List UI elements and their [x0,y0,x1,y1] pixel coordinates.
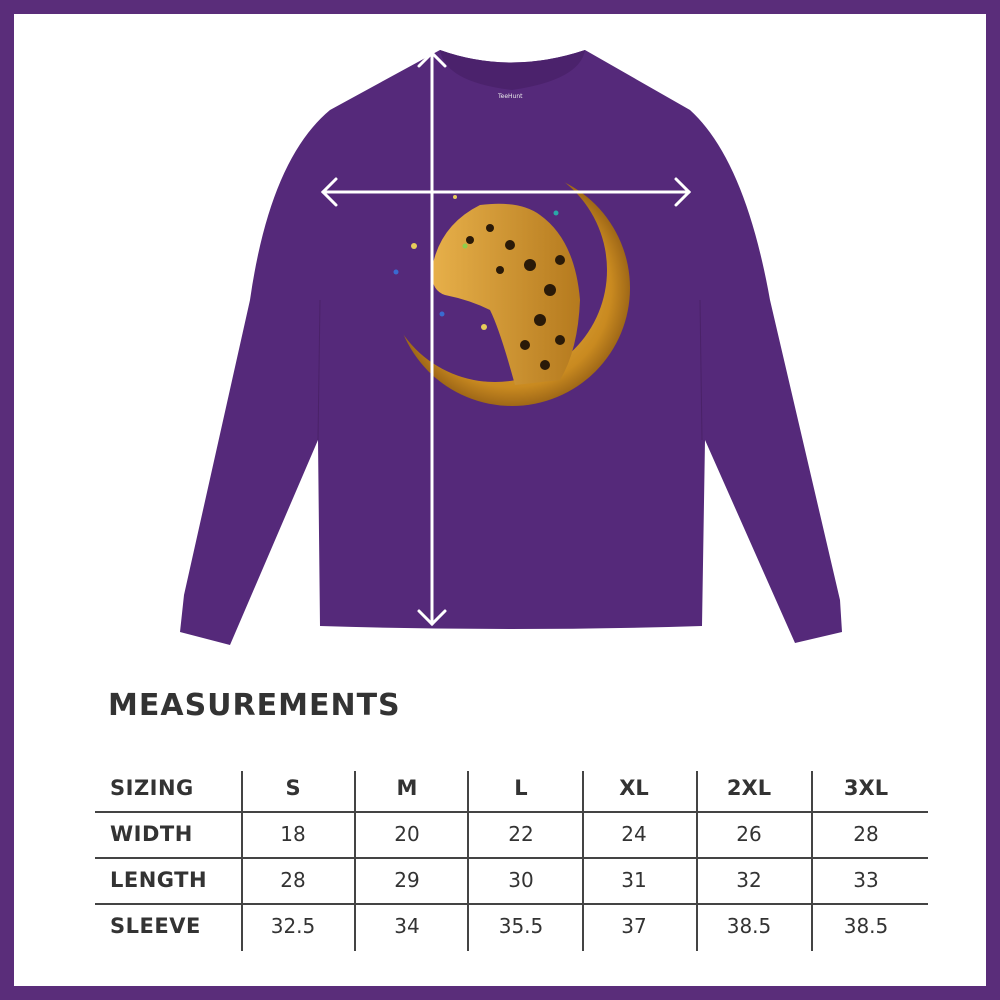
shirt-brand-label: TeeHunt [498,93,523,100]
table-cell: 30 [508,868,534,892]
table-cell: 38.5 [843,914,889,938]
column-divider [467,771,469,951]
header-label: SIZING [110,776,194,800]
row-label: LENGTH [110,868,208,892]
column-divider [241,771,243,951]
size-header: S [285,776,301,800]
table-cell: 18 [280,822,306,846]
measurements-title: MEASUREMENTS [108,688,401,723]
table-cell: 29 [394,868,420,892]
table-cell: 32.5 [270,914,316,938]
size-header: M [396,776,418,800]
row-label: WIDTH [110,822,193,846]
size-header: XL [619,776,649,800]
table-cell: 38.5 [726,914,772,938]
row-label: SLEEVE [110,914,201,938]
table-cell: 28 [853,822,879,846]
column-divider [811,771,813,951]
column-divider [582,771,584,951]
column-divider [354,771,356,951]
table-cell: 31 [621,868,647,892]
table-cell: 33 [853,868,879,892]
length-arrow [417,50,447,627]
row-divider [95,903,928,905]
column-divider [696,771,698,951]
size-header: 3XL [843,776,889,800]
collar [440,50,585,90]
size-header: L [514,776,528,800]
table-cell: 32 [736,868,762,892]
leopard-graphic [431,203,580,385]
table-cell: 26 [736,822,762,846]
width-arrow [320,177,692,207]
table-cell: 28 [280,868,306,892]
row-divider [95,811,928,813]
size-header: 2XL [726,776,772,800]
table-cell: 24 [621,822,647,846]
table-cell: 37 [621,914,647,938]
table-cell: 35.5 [498,914,544,938]
table-cell: 20 [394,822,420,846]
table-cell: 22 [508,822,534,846]
table-cell: 34 [394,914,420,938]
stars [393,195,559,330]
row-divider [95,857,928,859]
